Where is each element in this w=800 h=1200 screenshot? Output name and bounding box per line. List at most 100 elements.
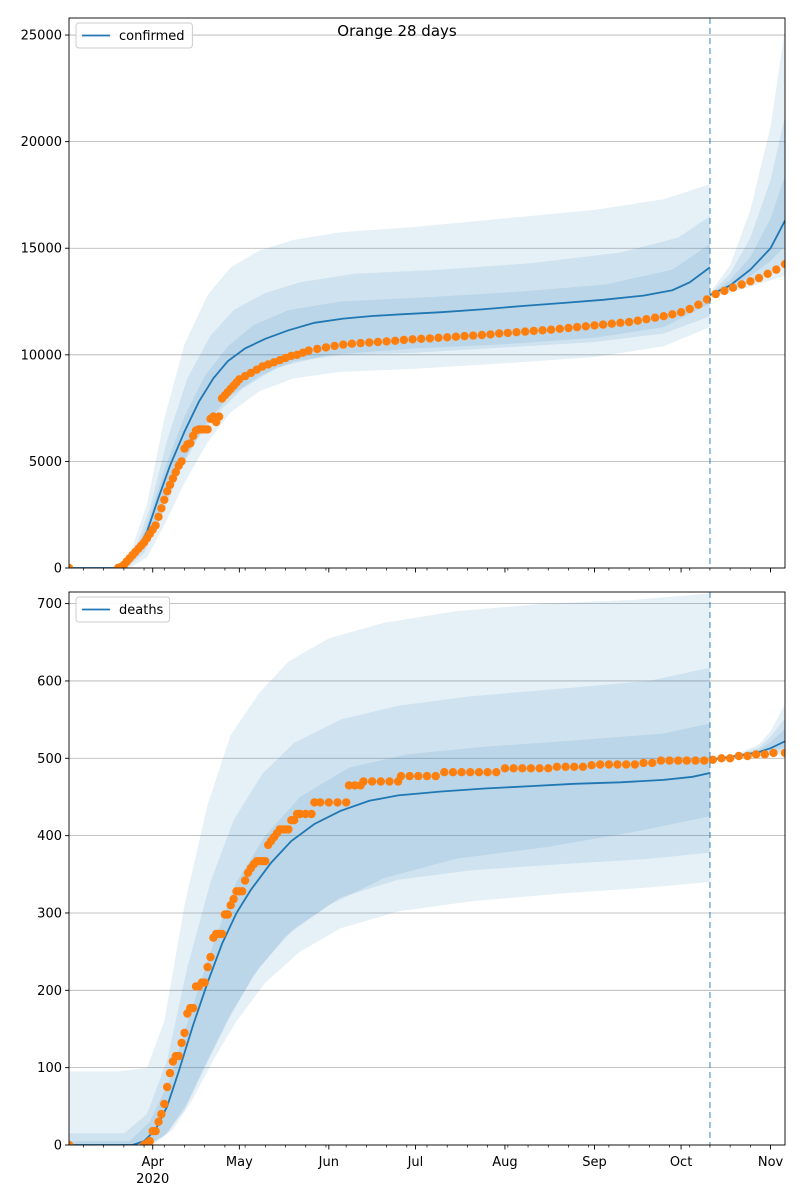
observed-point bbox=[238, 887, 247, 896]
observed-point bbox=[561, 762, 570, 771]
observed-point bbox=[754, 273, 764, 283]
observed-point bbox=[737, 280, 746, 289]
x-tick-label: Jul bbox=[407, 1155, 424, 1170]
observed-point bbox=[310, 798, 319, 807]
observed-point bbox=[448, 768, 458, 777]
observed-point bbox=[734, 751, 743, 761]
observed-point bbox=[307, 809, 316, 819]
observed-point bbox=[154, 512, 163, 521]
observed-point bbox=[633, 316, 642, 325]
legend-box bbox=[75, 22, 193, 49]
observed-point bbox=[414, 771, 423, 781]
x-tick-label: Nov bbox=[758, 1155, 784, 1170]
observed-point bbox=[151, 521, 160, 530]
observed-point bbox=[769, 748, 778, 758]
observed-point bbox=[512, 328, 521, 337]
uncertainty-band-outer bbox=[709, 704, 785, 760]
observed-point bbox=[492, 768, 501, 777]
observed-point bbox=[720, 286, 729, 296]
observed-point bbox=[69, 563, 74, 568]
observed-point bbox=[174, 1051, 183, 1061]
x-tick-label: Apr bbox=[141, 1155, 164, 1170]
observed-point bbox=[772, 265, 781, 274]
y-tick-label: 20000 bbox=[21, 135, 62, 150]
observed-point bbox=[186, 439, 195, 448]
observed-point bbox=[460, 331, 469, 341]
y-tick-label: 400 bbox=[37, 829, 62, 844]
observed-point bbox=[518, 764, 527, 773]
observed-point bbox=[350, 781, 359, 790]
uncertainty-band-inner bbox=[69, 723, 710, 1145]
figure-title: Orange 28 days bbox=[337, 22, 457, 40]
observed-point bbox=[630, 760, 640, 769]
observed-point bbox=[503, 328, 512, 338]
observed-point bbox=[780, 748, 785, 758]
observed-point bbox=[552, 762, 562, 771]
observed-point bbox=[188, 1003, 198, 1013]
observed-point bbox=[728, 283, 738, 292]
observed-point bbox=[469, 331, 478, 340]
observed-point bbox=[359, 777, 368, 786]
observed-point bbox=[500, 764, 510, 773]
observed-point bbox=[422, 771, 432, 781]
observed-point bbox=[685, 304, 694, 314]
observed-point bbox=[474, 768, 484, 777]
observed-point bbox=[604, 760, 614, 769]
observed-point bbox=[324, 798, 333, 807]
y-tick-label: 25000 bbox=[21, 29, 62, 44]
observed-point bbox=[483, 768, 492, 777]
x-tick-label: Aug bbox=[492, 1155, 517, 1170]
y-tick-label: 500 bbox=[37, 752, 62, 767]
legend: deaths bbox=[75, 596, 171, 623]
observed-point bbox=[717, 754, 726, 763]
observed-point bbox=[529, 326, 538, 336]
observed-point bbox=[743, 751, 752, 761]
observed-point bbox=[648, 758, 657, 768]
observed-point bbox=[69, 1140, 74, 1145]
observed-point bbox=[665, 756, 674, 765]
y-tick-label: 200 bbox=[37, 984, 62, 999]
observed-point bbox=[546, 325, 556, 334]
observed-point bbox=[391, 336, 400, 345]
observed-point bbox=[443, 333, 452, 342]
observed-point bbox=[486, 330, 495, 339]
observed-point bbox=[177, 457, 186, 466]
observed-point bbox=[217, 929, 227, 939]
y-tick-label: 300 bbox=[37, 906, 62, 921]
observed-point bbox=[200, 978, 209, 987]
x-tick-label: Jun bbox=[318, 1155, 339, 1170]
observed-point bbox=[163, 1082, 172, 1092]
observed-point bbox=[342, 798, 351, 807]
observed-point bbox=[451, 332, 461, 341]
observed-point bbox=[538, 326, 547, 335]
observed-point bbox=[365, 338, 374, 347]
observed-point bbox=[711, 289, 720, 299]
observed-point bbox=[760, 750, 769, 759]
plot-area bbox=[69, 28, 785, 568]
uncertainty-band-middle bbox=[709, 116, 785, 297]
x-tick-label: Oct bbox=[670, 1155, 692, 1170]
observed-point bbox=[157, 1109, 166, 1119]
legend: confirmed bbox=[75, 22, 193, 49]
observed-point bbox=[330, 341, 339, 351]
observed-point bbox=[650, 313, 660, 322]
x-tick-label: Sep bbox=[582, 1155, 607, 1170]
observed-point bbox=[367, 777, 377, 786]
observed-point bbox=[521, 327, 530, 336]
observed-point bbox=[321, 343, 331, 352]
observed-point bbox=[691, 756, 700, 765]
observed-point bbox=[206, 952, 215, 962]
confirmed-panel: 0 5000 10000 15000 20000 25000 confirmed bbox=[21, 17, 786, 577]
observed-point bbox=[477, 330, 487, 340]
observed-point bbox=[229, 894, 238, 904]
observed-point bbox=[598, 320, 608, 329]
observed-point bbox=[347, 339, 357, 348]
observed-point bbox=[177, 1038, 186, 1048]
observed-point bbox=[466, 768, 475, 777]
observed-point bbox=[535, 764, 544, 773]
plot-area bbox=[69, 593, 785, 1145]
observed-point bbox=[408, 335, 417, 344]
observed-point bbox=[316, 798, 325, 807]
observed-point bbox=[344, 781, 354, 790]
observed-point bbox=[440, 768, 449, 777]
